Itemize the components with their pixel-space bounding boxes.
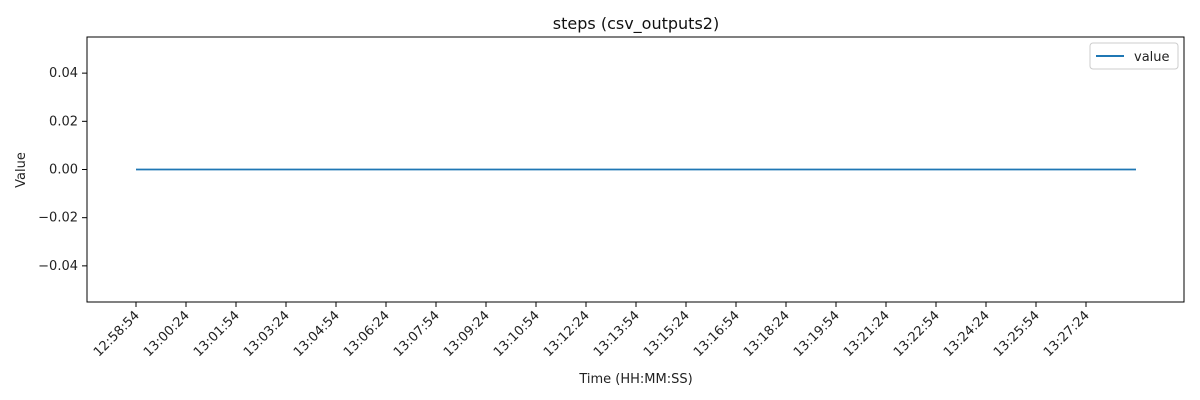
x-axis-label: Time (HH:MM:SS): [578, 372, 692, 387]
x-axis: 12:58:5413:00:2413:01:5413:03:2413:04:54…: [91, 302, 1093, 360]
x-tick-label: 13:01:54: [191, 308, 243, 360]
y-axis-label: Value: [14, 152, 29, 188]
x-tick-label: 13:04:54: [291, 308, 343, 360]
x-tick-label: 13:24:24: [941, 308, 993, 360]
y-tick-label: 0.02: [49, 114, 78, 129]
x-tick-label: 13:07:54: [391, 308, 443, 360]
legend-box: [1089, 42, 1179, 70]
y-tick-label: −0.02: [38, 211, 78, 226]
x-tick-label: 13:22:54: [891, 308, 943, 360]
x-tick-label: 13:13:54: [591, 308, 643, 360]
legend: value: [1089, 42, 1179, 70]
x-tick-label: 13:19:54: [791, 308, 843, 360]
x-tick-label: 13:00:24: [141, 308, 193, 360]
x-tick-label: 13:06:24: [341, 308, 393, 360]
x-tick-label: 13:25:54: [991, 308, 1043, 360]
x-tick-label: 13:27:24: [1041, 308, 1093, 360]
x-tick-label: 13:03:24: [241, 308, 293, 360]
x-tick-label: 13:10:54: [491, 308, 543, 360]
x-tick-label: 13:16:54: [691, 308, 743, 360]
y-axis: 0.04 0.02 0.00 −0.02 −0.04: [38, 66, 87, 274]
y-tick-label: −0.04: [38, 259, 78, 274]
x-tick-label: 13:18:24: [741, 308, 793, 360]
chart-title: steps (csv_outputs2): [553, 14, 719, 34]
x-tick-label: 12:58:54: [91, 308, 143, 360]
x-tick-label: 13:21:24: [841, 308, 893, 360]
y-tick-label: 0.04: [49, 66, 78, 81]
x-tick-label: 13:09:24: [441, 308, 493, 360]
legend-label-value: value: [1134, 50, 1170, 65]
x-tick-label: 13:12:24: [541, 308, 593, 360]
x-tick-label: 13:15:24: [641, 308, 693, 360]
y-tick-label: 0.00: [49, 163, 78, 178]
